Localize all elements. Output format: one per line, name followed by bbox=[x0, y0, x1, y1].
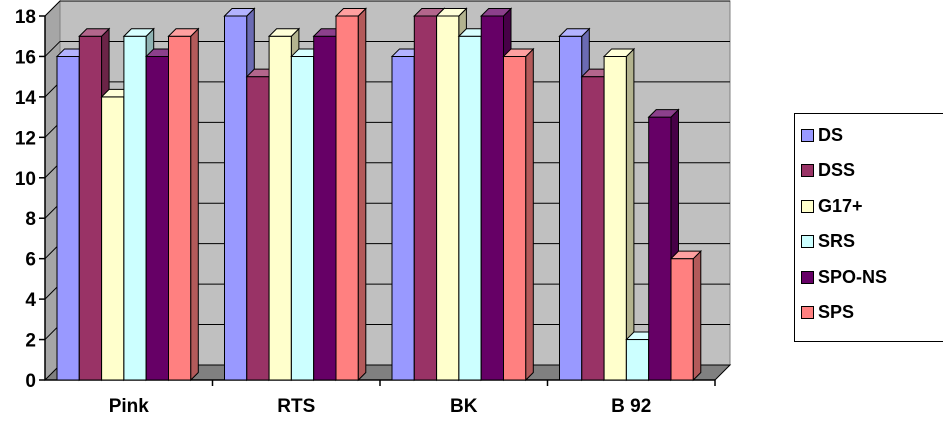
bar-sps-pink bbox=[167, 27, 200, 382]
legend-label: DS bbox=[818, 124, 844, 145]
bar-sps-b-92 bbox=[669, 249, 703, 382]
legend-label: SPS bbox=[818, 302, 855, 322]
y-tick-label: 10 bbox=[15, 169, 36, 190]
x-tick-label: BK bbox=[450, 396, 478, 417]
y-tick-label: 16 bbox=[15, 47, 36, 68]
legend-label: G17+ bbox=[818, 195, 863, 216]
gridline bbox=[44, 0, 730, 17]
y-tick-label: 14 bbox=[15, 88, 37, 109]
legend-swatch bbox=[801, 199, 814, 213]
y-tick-label: 4 bbox=[25, 290, 36, 311]
legend-swatch bbox=[801, 235, 814, 248]
legend-label: DSS bbox=[818, 160, 856, 180]
legend-swatch bbox=[801, 164, 814, 177]
y-tick-label: 8 bbox=[25, 209, 36, 230]
legend-label: SRS bbox=[818, 231, 856, 251]
legend-swatch bbox=[801, 270, 814, 284]
legend-swatch bbox=[801, 306, 814, 319]
y-tick-label: 6 bbox=[25, 250, 36, 271]
y-tick-label: 18 bbox=[15, 7, 36, 28]
legend-item: DS bbox=[801, 124, 843, 146]
legend: DS DSS G17+ SRS SPO-NS SPS bbox=[794, 113, 943, 342]
bar-sps-bk bbox=[502, 47, 535, 382]
legend-item: SRS bbox=[801, 231, 855, 253]
legend-swatch bbox=[801, 128, 814, 142]
bar-g17--b-92 bbox=[602, 47, 636, 382]
y-tick-label: 2 bbox=[25, 331, 36, 352]
legend-item: G17+ bbox=[801, 195, 863, 217]
legend-item: DSS bbox=[801, 160, 855, 182]
x-tick-label: B 92 bbox=[611, 396, 651, 417]
bar-sps-rts bbox=[334, 7, 368, 382]
legend-item: SPS bbox=[801, 302, 854, 324]
x-tick-label: Pink bbox=[109, 396, 150, 417]
x-tick-label: RTS bbox=[277, 396, 315, 417]
y-tick-label: 12 bbox=[15, 128, 36, 149]
y-tick-label: 0 bbox=[25, 371, 36, 392]
legend-item: SPO-NS bbox=[801, 266, 887, 288]
legend-label: SPO-NS bbox=[818, 266, 888, 287]
